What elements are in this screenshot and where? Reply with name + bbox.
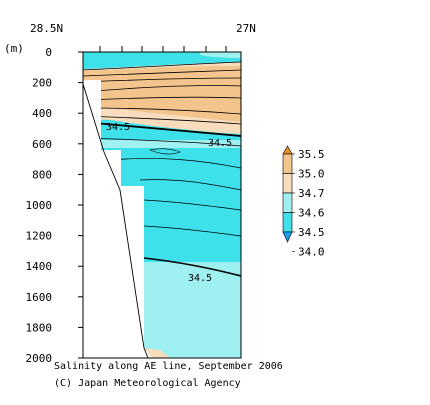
y-tick-label: 1600: [26, 291, 53, 304]
bottom-topography-outline: [82, 83, 149, 359]
y-tick-label: 800: [32, 168, 52, 181]
legend-colorbar: 35.5 35.0 34.7 34.6 34.5 34.0: [282, 145, 325, 259]
contour-line-10: [139, 179, 241, 191]
legend-arrow-top: [282, 145, 293, 155]
y-tick-label: 200: [32, 77, 52, 90]
chart-title: Salinity along AE line, September 2006: [54, 361, 283, 372]
contour-line-9: [109, 158, 241, 169]
depth-axis: 0 200 400 600 800 1000 1200 1400 1600 1800 2000: [26, 46, 83, 365]
fill-surface: [83, 52, 241, 66]
fill-bottom-patch: [144, 348, 170, 358]
legend-label: 35.0: [298, 168, 325, 181]
contour-line-12: [143, 225, 241, 237]
legend-label: 34.6: [298, 207, 325, 220]
y-tick-label: 1800: [26, 321, 53, 334]
legend-swatch-3: [282, 212, 293, 233]
x-label-left: 28.5N: [30, 22, 63, 35]
legend-swatch-2: [282, 192, 293, 213]
y-tick-label: 1000: [26, 199, 53, 212]
legend-label: 34.5: [298, 226, 325, 239]
contour-line-8: [83, 137, 241, 147]
legend-swatch-0: [282, 153, 293, 174]
credit-text: (C) Japan Meteorological Agency: [54, 378, 241, 389]
legend-swatch-1: [282, 173, 293, 194]
contour-label: 34.5: [106, 122, 130, 133]
station-ticks: [99, 46, 227, 52]
y-tick-label: 600: [32, 138, 52, 151]
y-tick-label: 1400: [26, 260, 53, 273]
contour-line-4: [83, 96, 241, 101]
bottom-topography-mask: [83, 52, 152, 358]
contour-line-6: [83, 115, 241, 125]
y-tick-label: 2000: [26, 352, 53, 365]
contour-line-1: [83, 69, 241, 77]
contour-label: 34.5: [188, 273, 212, 284]
contour-line-11: [143, 199, 241, 211]
legend-label: 34.7: [298, 187, 325, 200]
contour-line-13: [143, 257, 241, 277]
contour-lines: [83, 61, 241, 277]
contour-labels: 34.5 34.5 34.5: [106, 122, 232, 284]
legend-label: 34.0: [298, 246, 325, 259]
fill-surface-patch: [200, 52, 241, 58]
legend-label: 35.5: [298, 148, 325, 161]
contour-line-14: [148, 148, 181, 155]
contour-line-7: [83, 121, 241, 137]
y-tick-label: 0: [45, 46, 52, 59]
y-unit-label: (m): [4, 42, 24, 55]
x-label-right: 27N: [236, 22, 256, 35]
y-tick-label: 1200: [26, 230, 53, 243]
contour-line-0: [83, 61, 241, 71]
legend-arrow-bottom: [282, 231, 293, 243]
contour-line-5: [83, 107, 241, 115]
y-tick-label: 400: [32, 107, 52, 120]
contour-label: 34.5: [208, 138, 232, 149]
